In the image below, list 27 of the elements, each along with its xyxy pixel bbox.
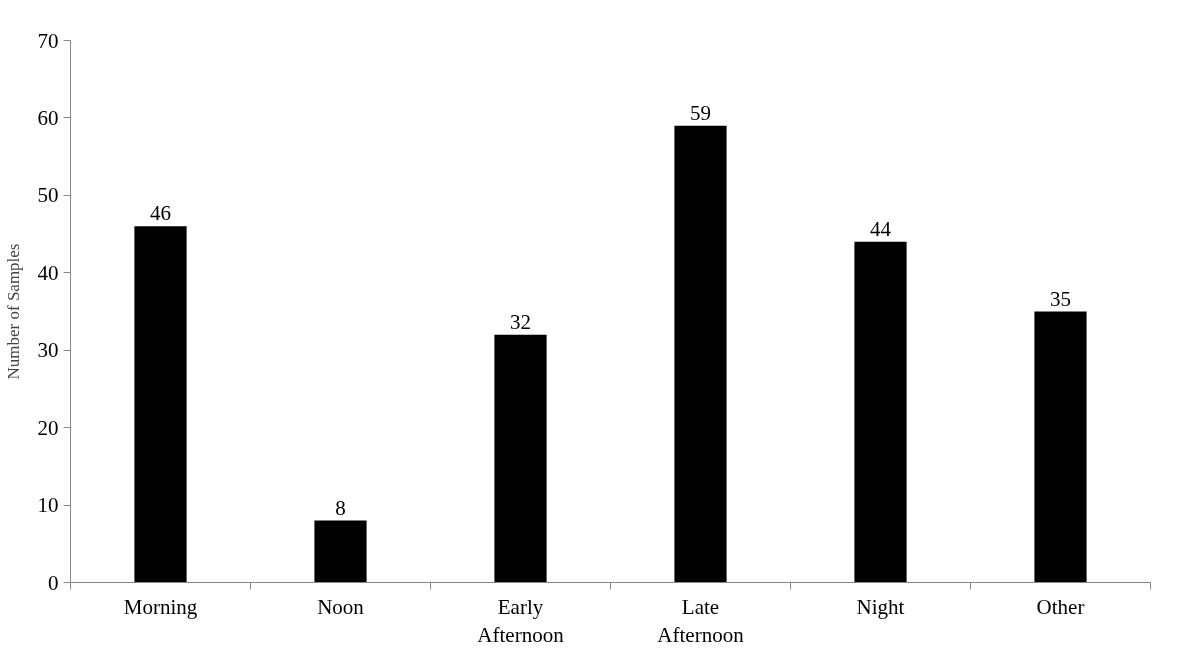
x-tick-label: Morning — [123, 594, 198, 619]
y-tick-label: 40 — [37, 260, 59, 285]
data-label: 46 — [150, 201, 171, 226]
y-tick-label: 60 — [37, 105, 59, 130]
bar — [494, 334, 547, 583]
x-tick-label: Other — [1036, 594, 1085, 619]
x-tick-label: Early Afternoon — [477, 594, 565, 648]
y-tick-label: 10 — [37, 493, 59, 518]
y-tick-label: 70 — [37, 28, 59, 53]
data-label: 32 — [510, 309, 531, 334]
bar — [674, 125, 727, 583]
x-tick-label: Late Afternoon — [657, 594, 745, 648]
data-label: 59 — [690, 100, 711, 125]
bar — [854, 241, 907, 583]
x-tick-label: Noon — [317, 594, 365, 619]
y-tick-label: 50 — [37, 183, 59, 208]
bar — [1034, 311, 1087, 583]
y-axis-title: Number of Samples — [3, 243, 23, 380]
y-tick-label: 20 — [37, 415, 59, 440]
bar — [314, 520, 367, 583]
y-tick-label: 30 — [37, 338, 59, 363]
data-label: 44 — [870, 216, 892, 241]
data-label: 8 — [335, 495, 346, 520]
x-tick-label: Night — [856, 594, 905, 619]
y-tick-label: 0 — [48, 570, 59, 595]
bar — [134, 226, 187, 583]
data-label: 35 — [1050, 286, 1071, 311]
